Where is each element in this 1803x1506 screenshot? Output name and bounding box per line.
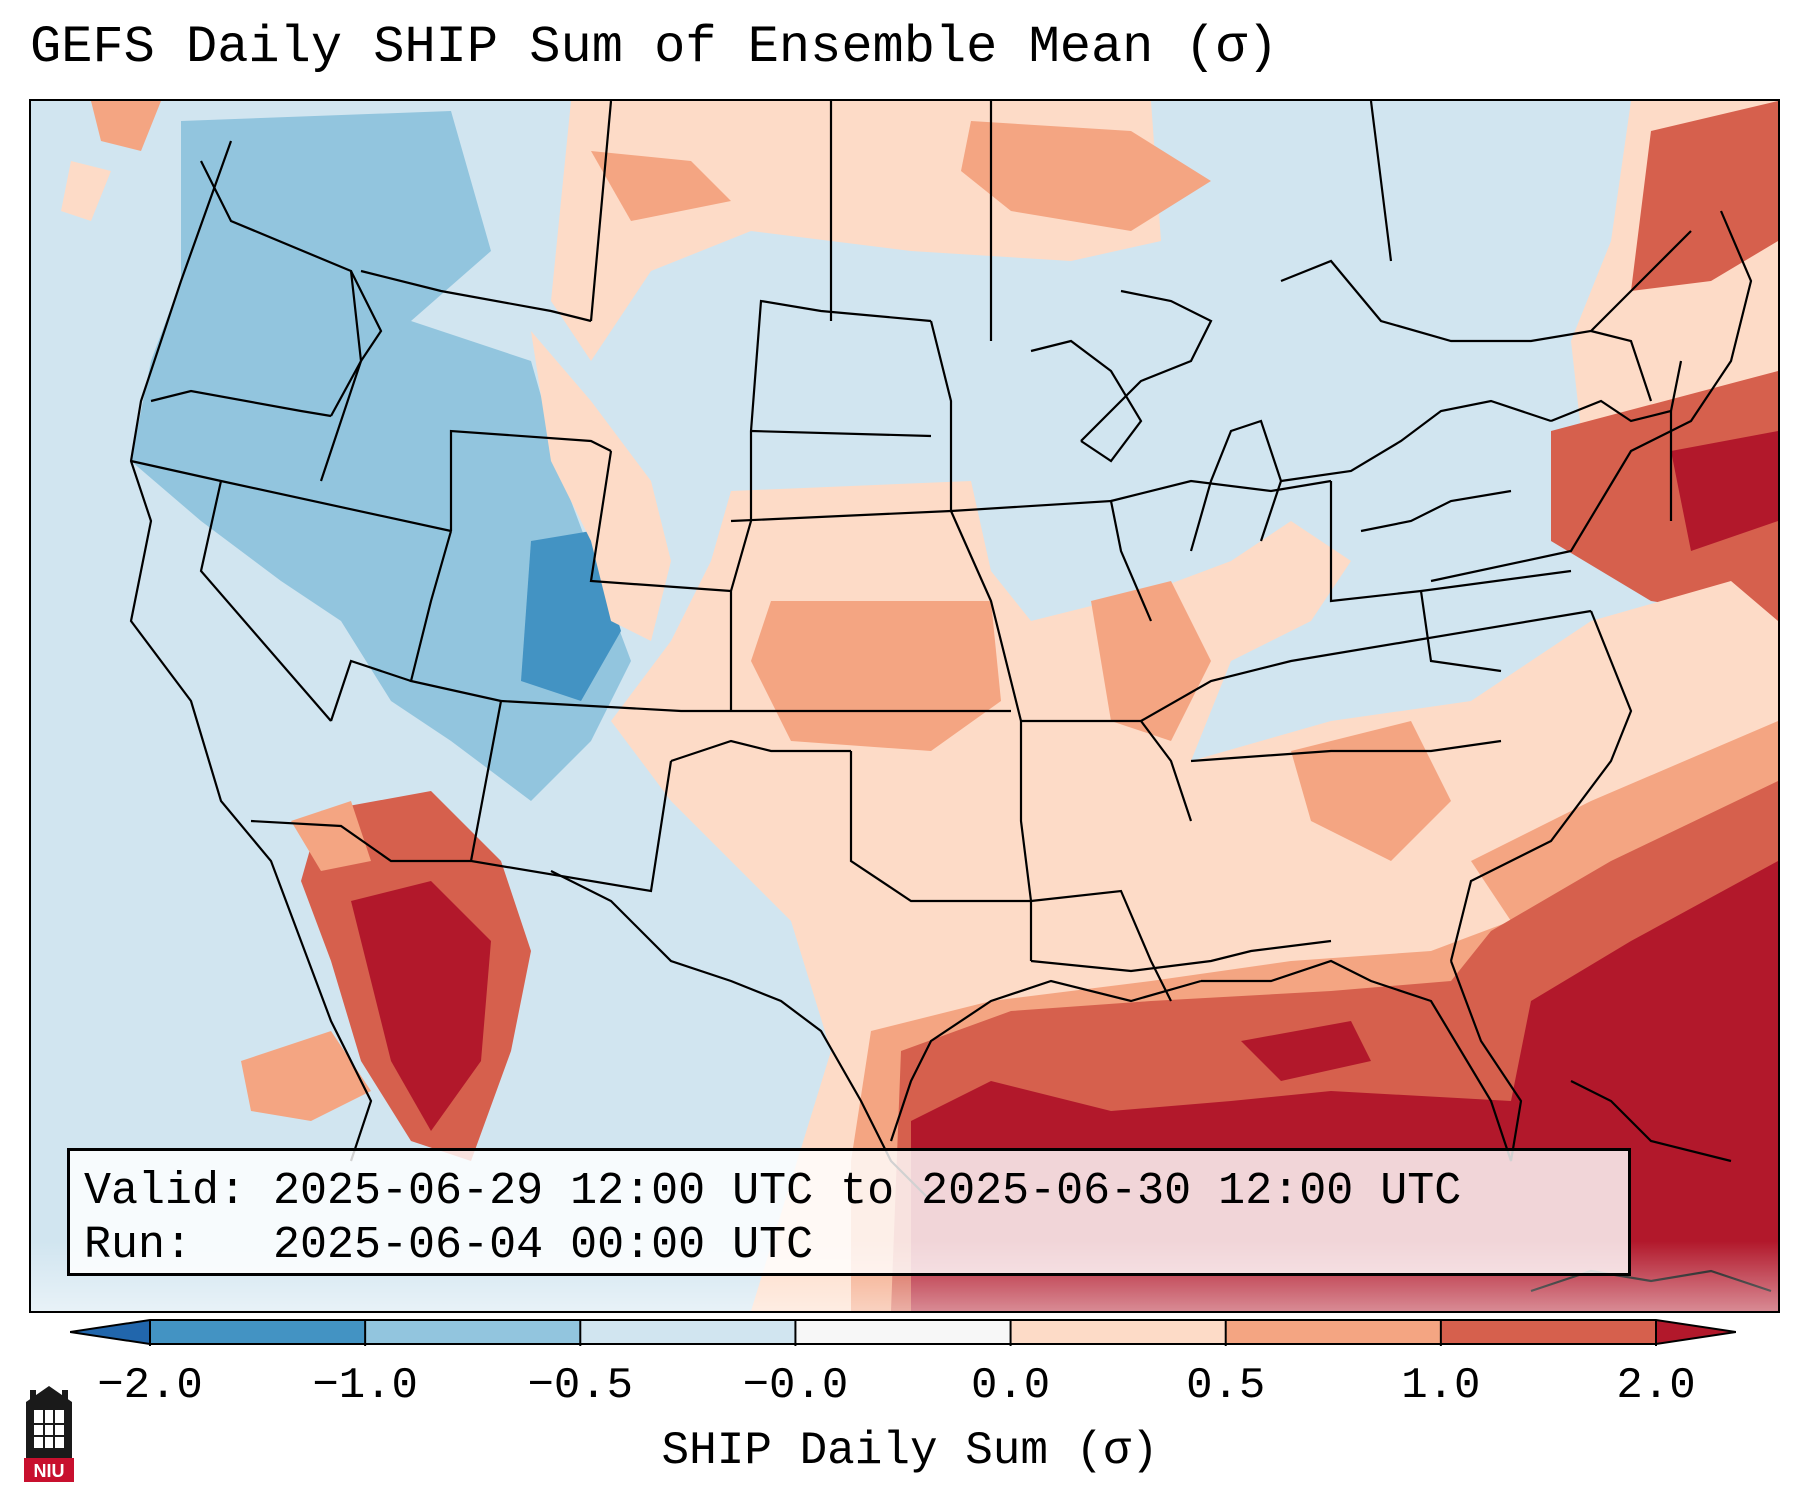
colorbar-bin-2 xyxy=(580,1320,796,1344)
colorbar-bin-6 xyxy=(1440,1320,1657,1344)
colorbar-extend-above xyxy=(1656,1320,1736,1344)
colorbar-extend-below xyxy=(70,1320,150,1344)
colorbar xyxy=(70,1319,1736,1346)
map-panel xyxy=(29,99,1780,1313)
colorbar-bin-3 xyxy=(795,1320,1012,1344)
colorbar-tick-label: 1.0 xyxy=(1401,1361,1481,1411)
niu-logo-text: NIU xyxy=(34,1461,65,1481)
colorbar-bins xyxy=(150,1320,1657,1344)
colorbar-label: SHIP Daily Sum (σ) xyxy=(661,1425,1159,1477)
niu-tower-icon: NIU xyxy=(24,1386,74,1482)
valid-time-text: Valid: 2025-06-29 12:00 UTC to 2025-06-3… xyxy=(84,1166,1462,1217)
colorbar-bin-4 xyxy=(1010,1320,1227,1344)
chart-title: GEFS Daily SHIP Sum of Ensemble Mean (σ) xyxy=(30,18,1279,77)
anomaly-map xyxy=(31,101,1778,1311)
colorbar-bin-1 xyxy=(365,1320,581,1344)
valid-run-info-box: Valid: 2025-06-29 12:00 UTC to 2025-06-3… xyxy=(67,1148,1631,1276)
state-boundaries xyxy=(129,101,1772,1293)
colorbar-tick-label: 2.0 xyxy=(1616,1361,1696,1411)
colorbar-tick-label: −2.0 xyxy=(97,1361,203,1411)
colorbar-tick-label: −0.0 xyxy=(742,1361,849,1411)
colorbar-bin-0 xyxy=(150,1320,366,1344)
colorbar-bin-5 xyxy=(1225,1320,1442,1344)
colorbar-tick-label: −0.5 xyxy=(527,1361,634,1411)
colorbar-tick-label: 0.5 xyxy=(1186,1361,1266,1411)
run-time-text: Run: 2025-06-04 00:00 UTC xyxy=(84,1220,814,1271)
colorbar-tick-label: 0.0 xyxy=(970,1361,1051,1411)
colorbar-tick-label: −1.0 xyxy=(312,1361,418,1411)
